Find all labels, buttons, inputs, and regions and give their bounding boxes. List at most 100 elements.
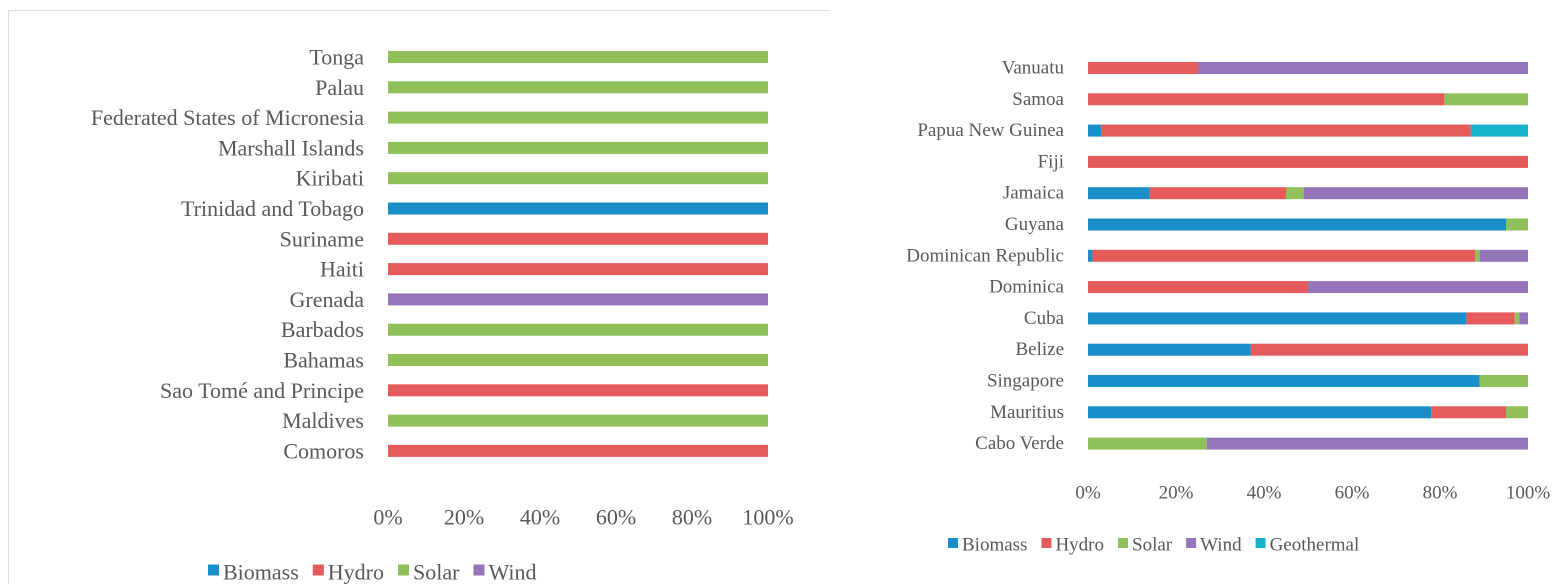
category-label-guyana: Guyana: [1005, 214, 1065, 235]
category-label-kiribati: Kiribati: [296, 166, 364, 191]
bar-fiji-hydro: [1088, 155, 1528, 168]
legend-swatch-wind: [1186, 538, 1197, 548]
bar-tonga-solar: [388, 51, 768, 63]
bar-cabo-verde-solar: [1088, 437, 1207, 450]
category-label-trinidad-and-tobago: Trinidad and Tobago: [181, 196, 364, 221]
bar-jamaica-wind: [1303, 187, 1528, 200]
category-label-federated-states-of-micronesia: Federated States of Micronesia: [91, 105, 364, 130]
chart-panel-right: Vanuatu Samoa Papua New Guinea Fiji Jamaica G…: [848, 0, 1560, 584]
category-label-belize: Belize: [1015, 339, 1064, 360]
bar-grenada-wind: [388, 293, 768, 306]
category-label-sao-tome-and-principe: Sao Tomé and Principe: [160, 378, 364, 403]
x-tick-label-80: 80%: [672, 505, 712, 530]
bar-papua-new-guinea-geothermal: [1470, 124, 1528, 137]
x-tick-label-80: 80%: [1423, 483, 1458, 504]
category-label-maldives: Maldives: [282, 408, 364, 433]
category-label-singapore: Singapore: [987, 371, 1064, 392]
bar-cuba-wind: [1519, 312, 1528, 325]
x-tick-label-60: 60%: [596, 505, 636, 530]
legend-swatch-hydro: [1041, 538, 1052, 548]
category-label-cuba: Cuba: [1024, 308, 1065, 329]
bar-belize-hydro: [1250, 343, 1528, 356]
bar-belize-biomass: [1088, 343, 1251, 356]
bar-sao-tome-and-principe-hydro: [388, 384, 768, 397]
category-label-mauritius: Mauritius: [990, 402, 1064, 423]
x-tick-label-20: 20%: [444, 505, 484, 530]
legend-label-wind: Wind: [1200, 535, 1242, 556]
bar-jamaica-solar: [1286, 187, 1304, 200]
bar-bahamas-solar: [388, 354, 768, 366]
bar-cuba-solar: [1514, 312, 1520, 325]
bar-dominican-republic-solar: [1475, 249, 1480, 262]
x-tick-label-40: 40%: [1247, 483, 1282, 504]
bar-trinidad-and-tobago-biomass: [388, 202, 768, 215]
x-tick-label-100: 100%: [1506, 483, 1551, 504]
chart-frame-left: [8, 10, 830, 584]
bar-mauritius-solar: [1506, 406, 1528, 419]
bar-guyana-solar: [1506, 218, 1528, 231]
bar-mauritius-biomass: [1088, 406, 1432, 419]
bar-dominican-republic-hydro: [1092, 249, 1476, 262]
legend-swatch-hydro: [312, 564, 324, 576]
legend-swatch-biomass: [208, 564, 219, 576]
legend-label-solar: Solar: [413, 560, 460, 584]
x-tick-label-0: 0%: [373, 505, 402, 530]
legend-label-solar: Solar: [1132, 535, 1173, 556]
bar-suriname-hydro: [388, 232, 768, 245]
category-label-fiji: Fiji: [1038, 151, 1064, 172]
category-label-papua-new-guinea: Papua New Guinea: [917, 120, 1064, 141]
bar-cuba-biomass: [1088, 312, 1467, 325]
bar-jamaica-biomass: [1088, 187, 1150, 200]
x-tick-label-20: 20%: [1159, 483, 1194, 504]
bar-comoros-hydro: [388, 444, 768, 457]
bar-dominica-wind: [1308, 281, 1528, 294]
legend-swatch-geothermal: [1255, 538, 1266, 548]
legend-label-hydro: Hydro: [328, 560, 384, 584]
x-tick-label-60: 60%: [1335, 483, 1370, 504]
legend-swatch-wind: [473, 564, 485, 576]
category-label-tonga: Tonga: [309, 45, 364, 70]
bar-samoa-hydro: [1088, 93, 1445, 106]
chart-panel-left: Tonga Palau Federated States of Micronesia…: [8, 10, 830, 584]
bar-papua-new-guinea-hydro: [1101, 124, 1471, 137]
legend-swatch-solar: [1118, 538, 1129, 548]
legend-swatch-solar: [398, 564, 410, 576]
bar-dominican-republic-wind: [1479, 249, 1528, 262]
x-tick-label-40: 40%: [520, 505, 560, 530]
category-label-marshall-islands: Marshall Islands: [218, 135, 364, 160]
bar-vanuatu-hydro: [1088, 62, 1198, 74]
bar-cabo-verde-wind: [1206, 437, 1528, 450]
x-tick-label-100: 100%: [742, 505, 793, 530]
category-label-haiti: Haiti: [320, 257, 364, 282]
category-label-barbados: Barbados: [281, 317, 364, 342]
bar-maldives-solar: [388, 414, 768, 427]
legend-label-biomass: Biomass: [223, 560, 299, 584]
bar-dominican-republic-biomass: [1088, 249, 1093, 262]
bar-samoa-solar: [1444, 93, 1528, 106]
legend-swatch-biomass: [948, 538, 958, 548]
bar-haiti-hydro: [388, 263, 768, 276]
category-label-dominica: Dominica: [989, 277, 1064, 298]
legend-label-hydro: Hydro: [1055, 535, 1104, 556]
bar-mauritius-hydro: [1431, 406, 1506, 419]
category-label-comoros: Comoros: [283, 438, 364, 463]
bar-cuba-hydro: [1466, 312, 1515, 325]
legend-label-biomass: Biomass: [962, 535, 1027, 556]
category-label-cabo-verde: Cabo Verde: [975, 433, 1064, 454]
chart-svg-right: Vanuatu Samoa Papua New Guinea Fiji Jamaica G…: [906, 58, 1551, 556]
bar-vanuatu-wind: [1198, 62, 1528, 74]
category-label-dominican-republic: Dominican Republic: [906, 245, 1064, 266]
category-label-jamaica: Jamaica: [1003, 183, 1065, 204]
category-label-palau: Palau: [315, 75, 364, 100]
chart-svg-left: Tonga Palau Federated States of Micronesia…: [91, 45, 794, 584]
bar-marshall-islands-solar: [388, 141, 768, 154]
bar-palau-solar: [388, 81, 768, 94]
category-label-vanuatu: Vanuatu: [1002, 58, 1065, 79]
bar-singapore-biomass: [1088, 375, 1480, 387]
bar-federated-states-of-micronesia-solar: [388, 111, 768, 124]
legend-label-geothermal: Geothermal: [1270, 535, 1360, 556]
bar-barbados-solar: [388, 323, 768, 336]
category-label-suriname: Suriname: [280, 226, 364, 251]
bar-jamaica-hydro: [1149, 187, 1286, 200]
bar-kiribati-solar: [388, 172, 768, 185]
